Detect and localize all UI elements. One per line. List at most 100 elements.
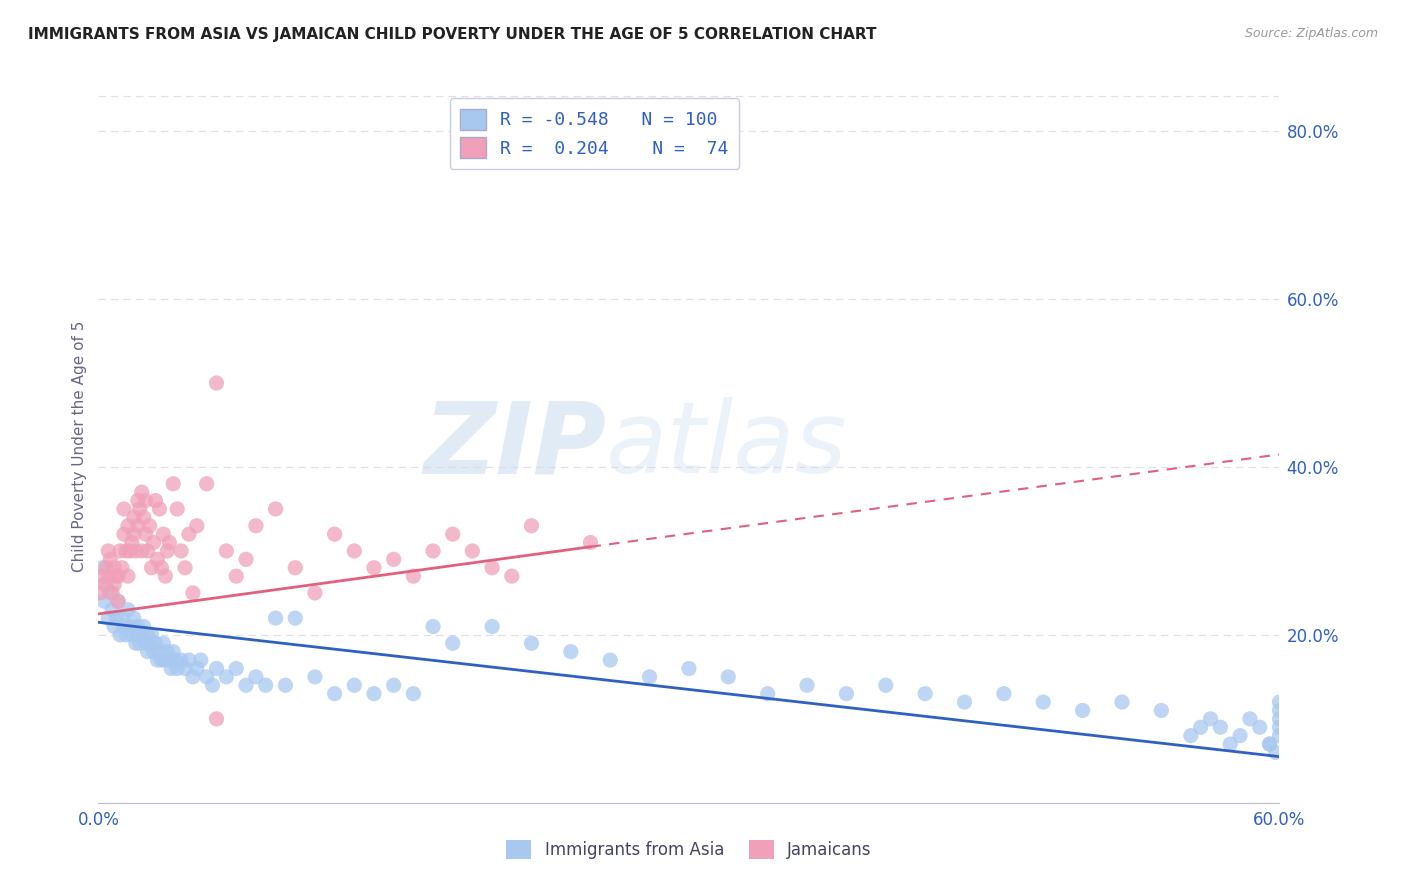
- Point: [1268, 729, 1291, 743]
- Point: [160, 661, 183, 675]
- Point: [1071, 703, 1094, 717]
- Point: [131, 485, 153, 500]
- Point: [422, 544, 444, 558]
- Point: [323, 527, 346, 541]
- Point: [155, 653, 177, 667]
- Point: [150, 560, 173, 574]
- Point: [122, 510, 145, 524]
- Point: [165, 653, 187, 667]
- Point: [235, 678, 257, 692]
- Point: [98, 552, 121, 566]
- Point: [91, 560, 114, 574]
- Point: [156, 544, 179, 558]
- Point: [132, 510, 155, 524]
- Point: [1150, 703, 1173, 717]
- Text: atlas: atlas: [606, 398, 848, 494]
- Point: [145, 493, 167, 508]
- Point: [264, 611, 287, 625]
- Point: [93, 577, 115, 591]
- Point: [264, 502, 287, 516]
- Point: [96, 560, 118, 574]
- Point: [166, 502, 188, 516]
- Point: [125, 636, 148, 650]
- Point: [97, 611, 120, 625]
- Point: [141, 628, 163, 642]
- Point: [115, 628, 138, 642]
- Point: [205, 376, 228, 390]
- Point: [186, 518, 208, 533]
- Point: [343, 678, 366, 692]
- Point: [1209, 720, 1232, 734]
- Point: [1239, 712, 1261, 726]
- Point: [128, 636, 150, 650]
- Point: [148, 502, 170, 516]
- Point: [1219, 737, 1241, 751]
- Point: [136, 628, 159, 642]
- Point: [638, 670, 661, 684]
- Point: [520, 636, 543, 650]
- Point: [461, 544, 484, 558]
- Point: [205, 661, 228, 675]
- Point: [111, 611, 134, 625]
- Point: [481, 560, 503, 574]
- Point: [1032, 695, 1054, 709]
- Point: [1258, 737, 1281, 751]
- Point: [177, 653, 200, 667]
- Point: [108, 544, 131, 558]
- Point: [190, 653, 212, 667]
- Point: [135, 493, 157, 508]
- Point: [225, 661, 247, 675]
- Point: [1268, 720, 1291, 734]
- Point: [152, 636, 174, 650]
- Point: [127, 518, 149, 533]
- Point: [284, 611, 307, 625]
- Text: IMMIGRANTS FROM ASIA VS JAMAICAN CHILD POVERTY UNDER THE AGE OF 5 CORRELATION CH: IMMIGRANTS FROM ASIA VS JAMAICAN CHILD P…: [28, 27, 876, 42]
- Point: [1268, 703, 1291, 717]
- Point: [1258, 737, 1281, 751]
- Point: [441, 527, 464, 541]
- Point: [170, 544, 193, 558]
- Point: [111, 560, 134, 574]
- Point: [1264, 746, 1286, 760]
- Point: [1249, 720, 1271, 734]
- Point: [125, 544, 148, 558]
- Point: [118, 544, 141, 558]
- Point: [914, 687, 936, 701]
- Y-axis label: Child Poverty Under the Age of 5: Child Poverty Under the Age of 5: [72, 320, 87, 572]
- Point: [156, 645, 179, 659]
- Point: [166, 661, 188, 675]
- Point: [993, 687, 1015, 701]
- Point: [97, 544, 120, 558]
- Point: [162, 476, 184, 491]
- Point: [112, 527, 135, 541]
- Text: Source: ZipAtlas.com: Source: ZipAtlas.com: [1244, 27, 1378, 40]
- Point: [97, 569, 120, 583]
- Point: [103, 560, 125, 574]
- Point: [107, 569, 129, 583]
- Point: [245, 518, 267, 533]
- Point: [157, 535, 180, 549]
- Point: [174, 661, 197, 675]
- Point: [796, 678, 818, 692]
- Point: [107, 594, 129, 608]
- Point: [132, 619, 155, 633]
- Point: [170, 653, 193, 667]
- Point: [107, 594, 129, 608]
- Point: [157, 653, 180, 667]
- Point: [131, 628, 153, 642]
- Point: [101, 586, 124, 600]
- Point: [363, 687, 385, 701]
- Point: [152, 527, 174, 541]
- Point: [135, 527, 157, 541]
- Point: [1111, 695, 1133, 709]
- Point: [717, 670, 740, 684]
- Point: [112, 619, 135, 633]
- Point: [174, 560, 197, 574]
- Point: [122, 527, 145, 541]
- Point: [117, 603, 139, 617]
- Point: [146, 653, 169, 667]
- Point: [138, 518, 160, 533]
- Point: [142, 535, 165, 549]
- Point: [131, 544, 153, 558]
- Point: [343, 544, 366, 558]
